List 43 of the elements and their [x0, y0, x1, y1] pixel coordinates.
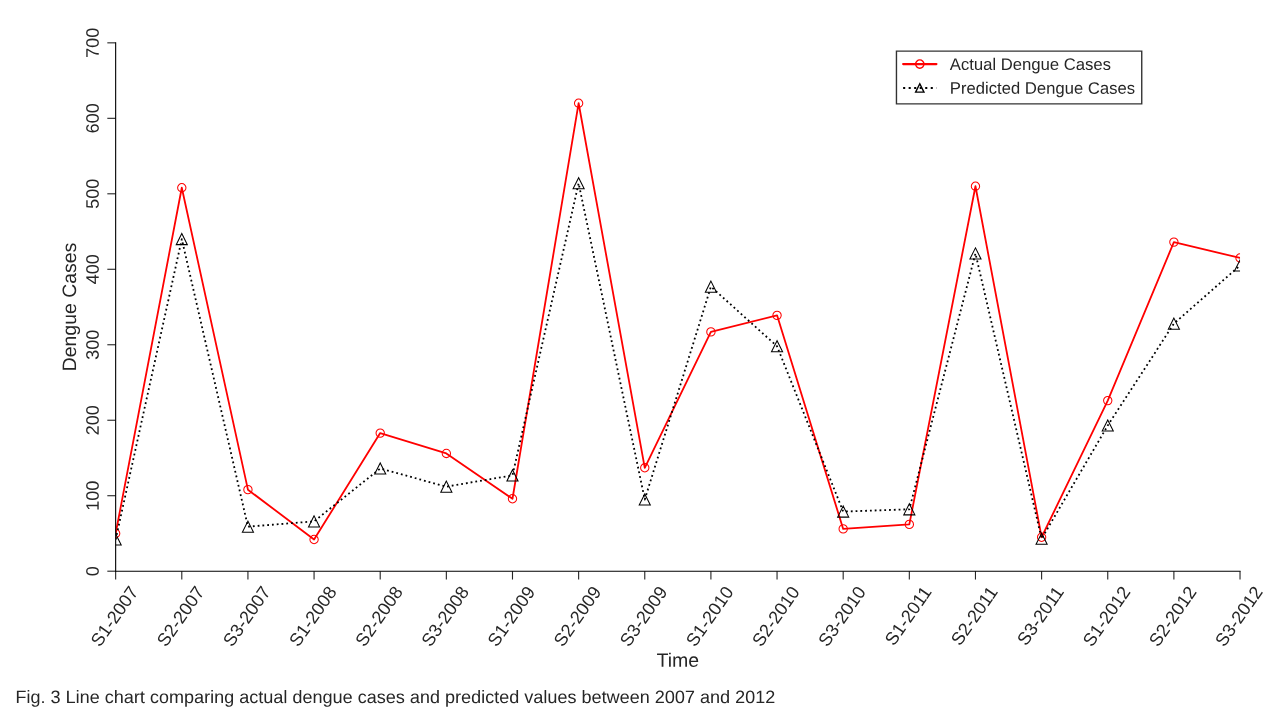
- point: [1101, 419, 1114, 432]
- point: [440, 480, 453, 493]
- point: [572, 177, 585, 190]
- point: [706, 327, 716, 337]
- y-axis-title: Dengue Cases: [62, 243, 81, 370]
- x-axis-title: Time: [657, 652, 699, 668]
- y-tick-label: 300: [86, 330, 99, 360]
- point: [307, 515, 321, 528]
- point: [970, 181, 981, 191]
- y-tick-label: 500: [86, 179, 99, 209]
- y-tick-label: 700: [86, 28, 99, 57]
- point: [838, 524, 848, 534]
- point: [573, 98, 584, 108]
- point: [243, 485, 253, 495]
- point: [177, 183, 187, 193]
- point: [175, 233, 188, 246]
- point: [1169, 237, 1179, 247]
- point: [903, 503, 916, 516]
- y-tick-label: 400: [86, 254, 99, 284]
- y-tick-label: 200: [86, 405, 99, 435]
- point: [904, 519, 915, 530]
- point: [507, 494, 518, 504]
- point: [1167, 317, 1180, 330]
- point: [638, 493, 651, 506]
- point: [374, 462, 387, 475]
- point: [1103, 395, 1113, 406]
- caption: Fig. 3 Line chart comparing actual dengue cases and predicted values between 2007 and 2012: [16, 690, 775, 707]
- point: [241, 520, 254, 533]
- point: [506, 469, 519, 482]
- y-tick-label: 0: [86, 566, 99, 576]
- point: [969, 247, 982, 260]
- point: [770, 340, 784, 353]
- point: [837, 505, 850, 518]
- legend-label: Actual Dengue Cases: [949, 57, 1111, 74]
- point: [441, 448, 452, 459]
- point: [375, 428, 385, 438]
- point: [772, 310, 782, 321]
- point: [704, 280, 717, 293]
- point: [309, 534, 319, 545]
- y-tick-label: 600: [86, 103, 99, 133]
- point: [640, 463, 650, 473]
- y-tick-label: 100: [86, 481, 99, 510]
- legend-label: Predicted Dengue Cases: [951, 81, 1135, 98]
